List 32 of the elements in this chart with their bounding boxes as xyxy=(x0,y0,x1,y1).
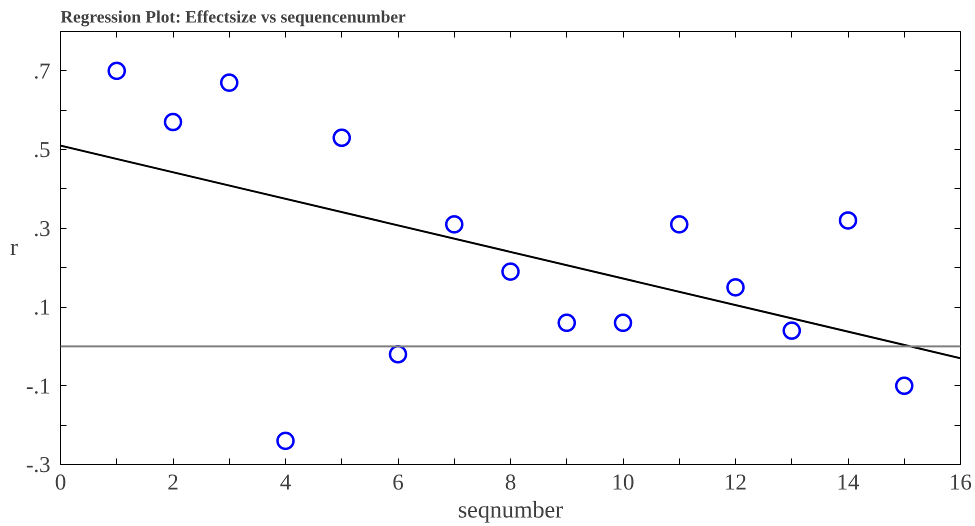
y-tick-label: .3 xyxy=(34,216,51,241)
point xyxy=(782,321,801,340)
point xyxy=(670,215,688,234)
chart-title: Regression Plot: Effectsize vs sequencenumber xyxy=(60,8,406,26)
x-tick-label: 12 xyxy=(724,470,747,494)
y-tick-label: .1 xyxy=(34,294,51,320)
y-axis-title: r xyxy=(10,235,18,261)
point xyxy=(558,314,576,332)
x-tick-label: 6 xyxy=(392,470,404,494)
point xyxy=(445,215,464,234)
x-tick-label: 14 xyxy=(836,470,860,494)
x-axis-title: seqnumber xyxy=(458,498,564,524)
point xyxy=(332,128,351,148)
y-tick-label: -.3 xyxy=(26,452,51,477)
x-tick-label: 0 xyxy=(54,470,66,494)
point xyxy=(501,262,520,281)
y-tick-label: .7 xyxy=(34,58,51,84)
point xyxy=(108,62,126,80)
y-tick-label: .5 xyxy=(34,137,51,162)
point xyxy=(614,314,632,332)
x-tick-label: 16 xyxy=(949,470,972,494)
point xyxy=(726,278,745,297)
point xyxy=(895,376,914,396)
point xyxy=(838,211,858,230)
point xyxy=(220,73,238,92)
x-tick-label: 2 xyxy=(167,470,179,494)
x-tick-label: 10 xyxy=(612,470,634,494)
x-tick-label: 4 xyxy=(280,470,292,494)
x-tick-label: 8 xyxy=(504,470,516,494)
y-tick-label: -.1 xyxy=(26,373,51,398)
point xyxy=(164,112,182,132)
point xyxy=(276,432,295,450)
